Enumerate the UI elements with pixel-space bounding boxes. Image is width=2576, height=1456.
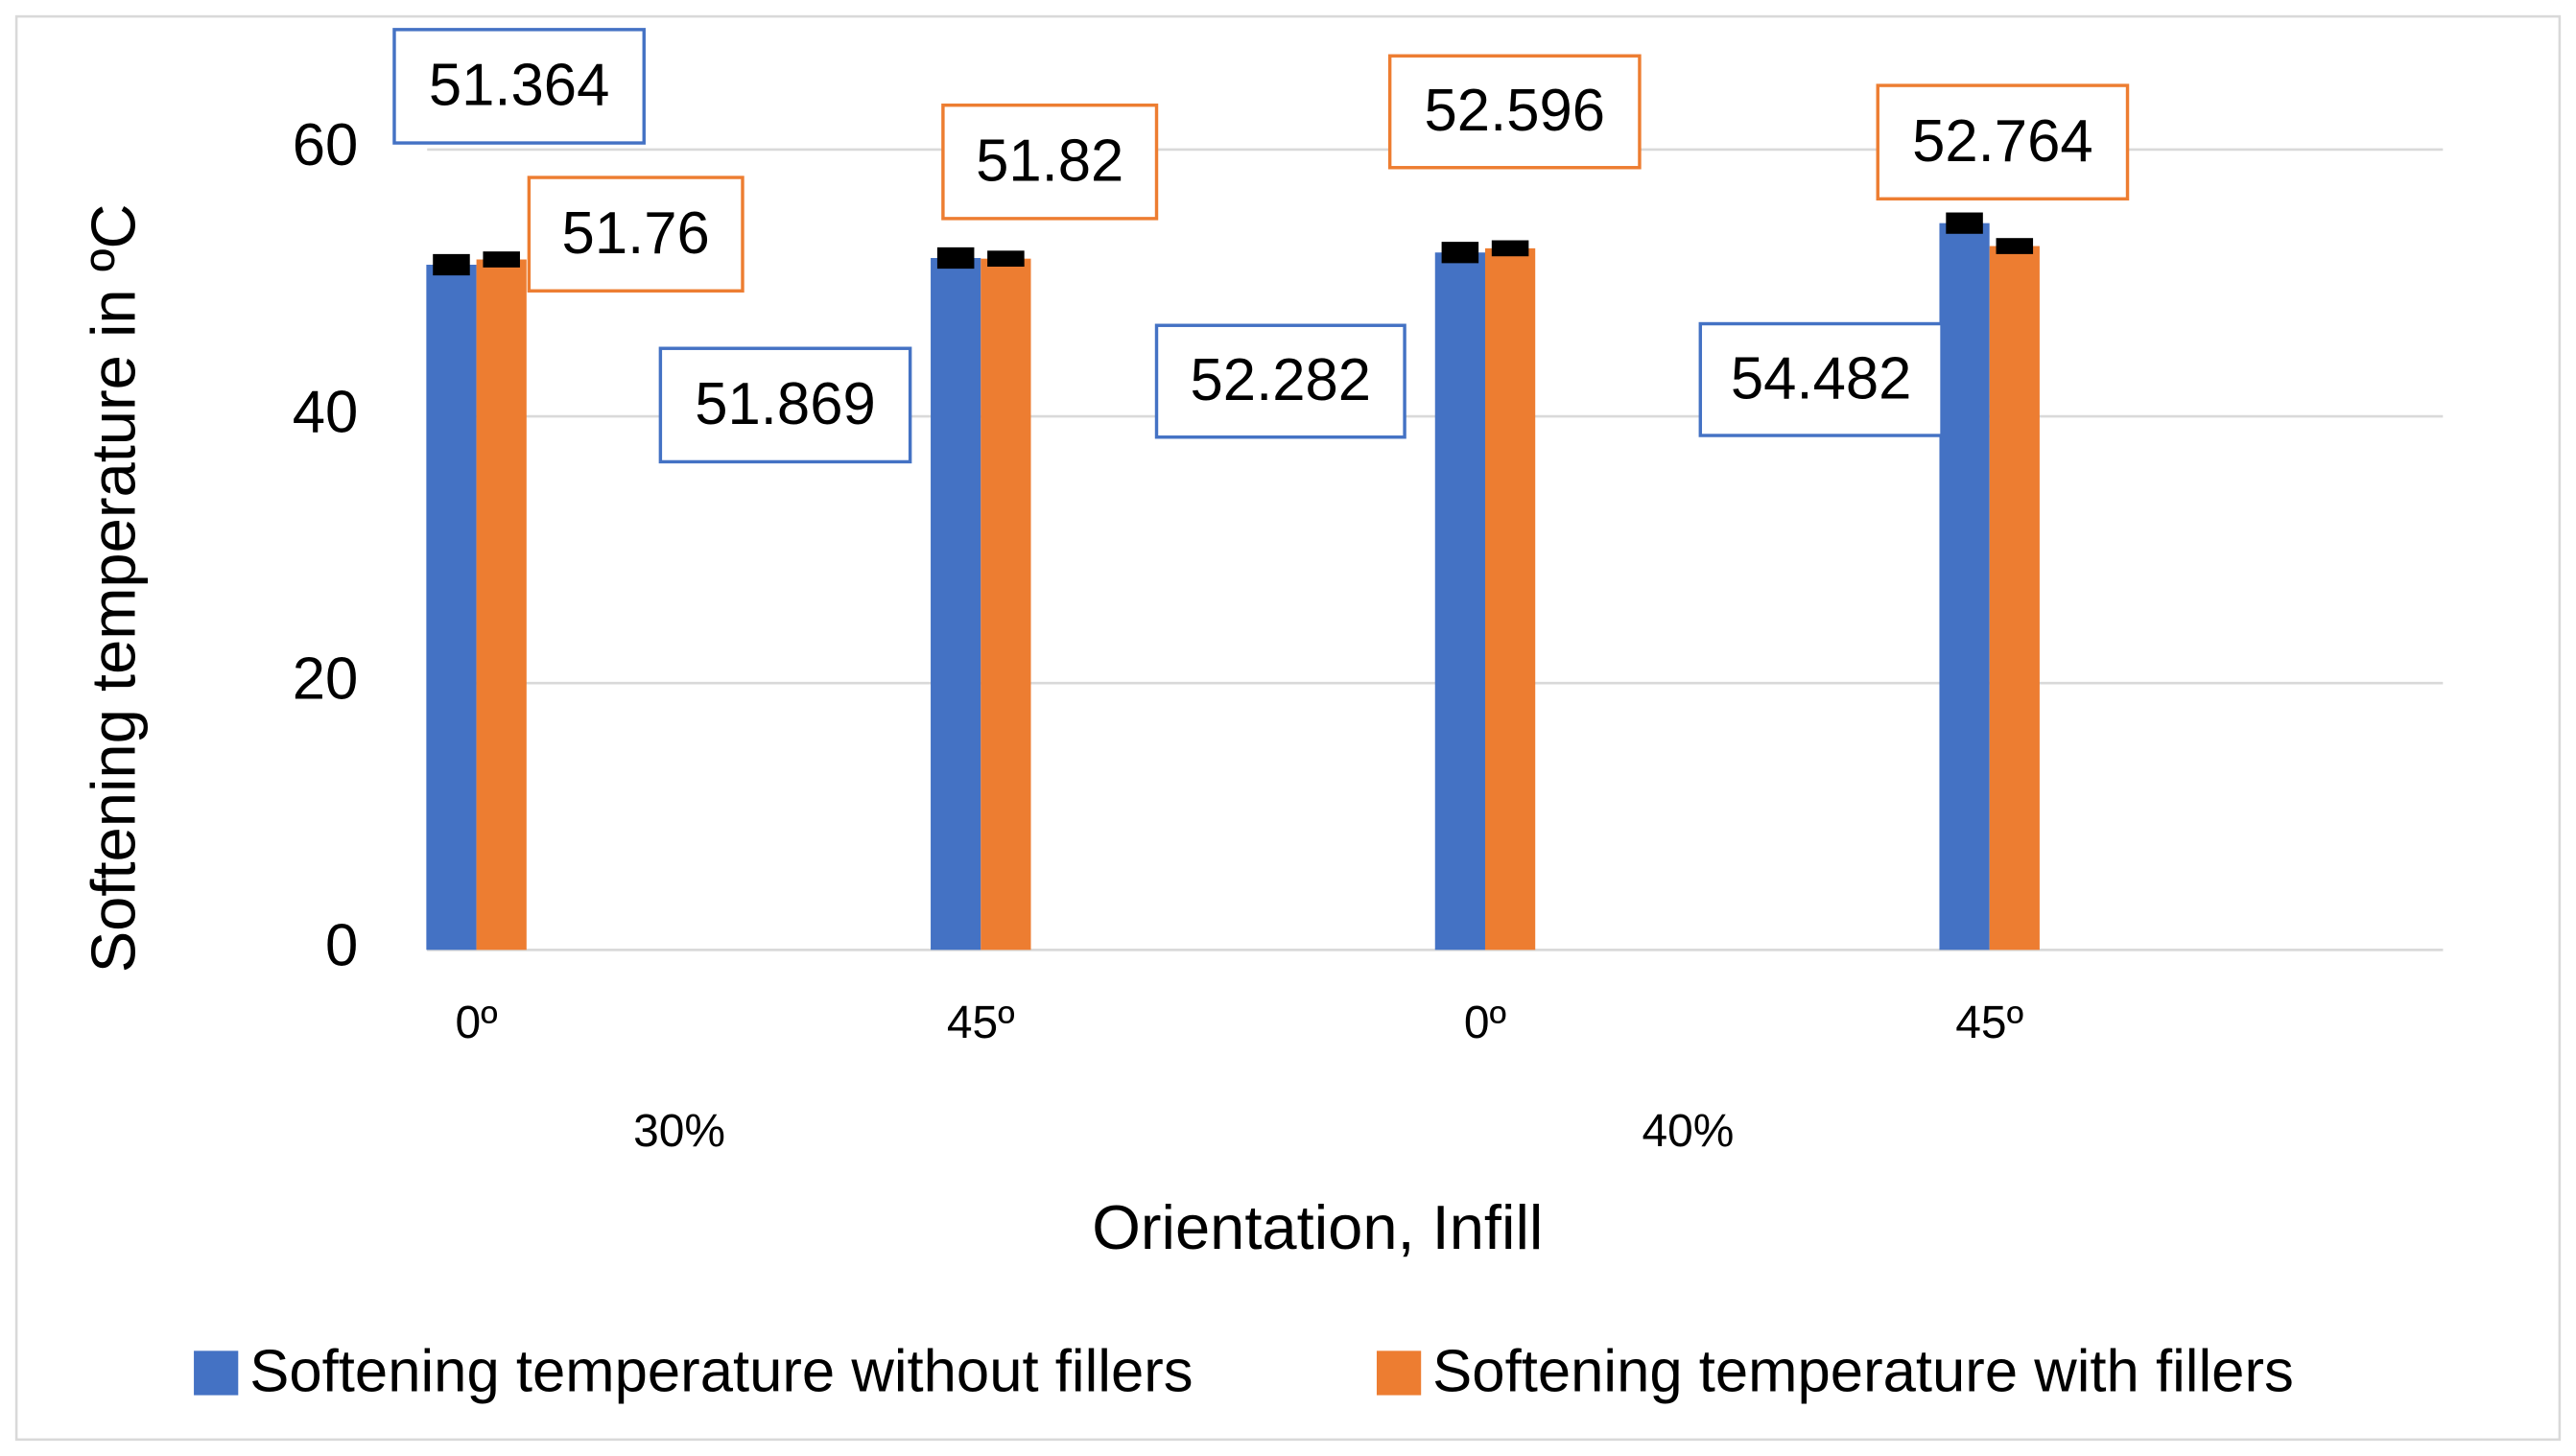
y-tick-label: 20	[293, 646, 359, 712]
data-label-box	[1698, 321, 1944, 437]
error-bar	[483, 251, 520, 268]
data-label: 52.282	[1191, 347, 1372, 413]
x-tick-label: 0º	[1464, 998, 1506, 1048]
error-bar	[987, 250, 1025, 268]
data-label: 51.76	[562, 200, 710, 267]
data-label-box	[527, 176, 744, 293]
x-group-label: 40%	[1642, 1106, 1734, 1157]
data-label-box	[941, 103, 1159, 221]
x-group-label: 30%	[633, 1106, 725, 1157]
data-label-box	[1387, 54, 1642, 170]
error-bar	[936, 247, 975, 270]
bar	[1939, 223, 1990, 951]
data-label-box	[1154, 323, 1406, 439]
bar	[1434, 252, 1485, 951]
data-label: 52.596	[1425, 78, 1606, 144]
x-tick-label: 0º	[456, 998, 498, 1048]
data-label: 51.364	[429, 53, 610, 119]
legend-label: Softening temperature with fillers	[1432, 1338, 2294, 1404]
error-bar	[1441, 242, 1479, 264]
bar	[426, 265, 477, 951]
y-tick-label: 0	[325, 913, 358, 979]
bar	[1484, 247, 1536, 951]
y-tick-label: 40	[293, 379, 359, 445]
data-label: 52.764	[1912, 108, 2093, 175]
bar	[476, 259, 527, 951]
y-tick-label: 60	[293, 112, 359, 178]
error-bar	[1946, 212, 1983, 234]
bar	[1989, 246, 2040, 951]
data-label: 54.482	[1731, 345, 1912, 411]
data-label: 51.82	[976, 128, 1123, 194]
x-axis-title: Orientation, Infill	[1092, 1192, 1543, 1262]
data-label-box	[1876, 83, 2130, 201]
error-bar	[1491, 240, 1529, 257]
legend-label: Softening temperature without fillers	[249, 1338, 1193, 1404]
data-label-box	[392, 28, 646, 145]
y-axis-title: Softening temperature in ºC	[78, 203, 148, 973]
error-bar	[433, 253, 470, 276]
legend-swatch	[194, 1350, 239, 1396]
error-bar	[1996, 238, 2034, 254]
x-tick-label: 45º	[1955, 998, 2023, 1048]
data-label-box	[658, 346, 912, 464]
bar	[981, 258, 1031, 951]
bar	[931, 257, 981, 951]
x-tick-label: 45º	[947, 998, 1015, 1048]
data-label: 51.869	[695, 371, 876, 437]
legend-swatch	[1376, 1350, 1422, 1396]
